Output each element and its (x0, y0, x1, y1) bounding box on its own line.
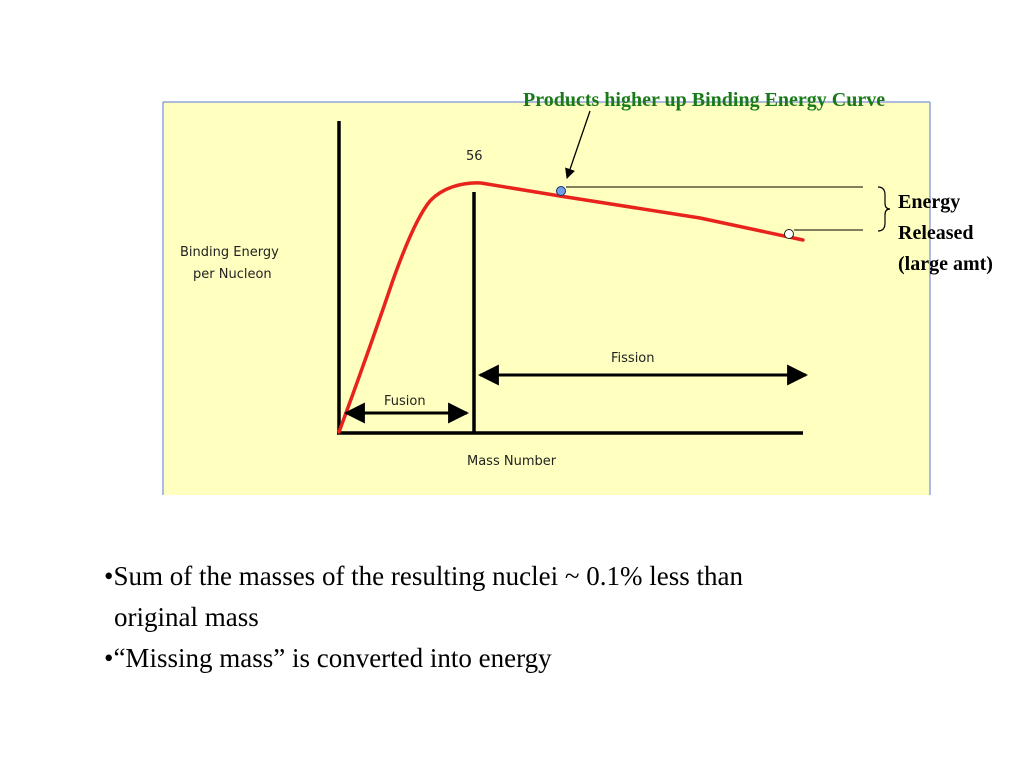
products-marker (556, 186, 566, 196)
bullet-text: “Missing mass” is converted into energy (113, 643, 552, 673)
bullet-continuation: original mass (104, 597, 964, 638)
binding-energy-diagram: Products higher up Binding Energy Curve … (162, 89, 993, 495)
fission-label: Fission (611, 351, 655, 366)
peak-label: 56 (466, 149, 483, 164)
fusion-label: Fusion (384, 394, 426, 409)
bullet-dot: • (104, 643, 114, 673)
bullet-text: original mass (114, 602, 259, 632)
bullet-dot: • (104, 561, 114, 591)
y-axis-label-line1: Binding Energy (180, 245, 279, 260)
x-axis-label: Mass Number (467, 454, 557, 469)
energy-brace (877, 186, 891, 232)
bullet-item: •“Missing mass” is converted into energy (104, 638, 964, 679)
y-axis-label-line2: per Nucleon (193, 267, 272, 282)
energy-label-line3: (large amt) (898, 253, 993, 275)
bullet-list: •Sum of the masses of the resulting nucl… (104, 556, 964, 679)
callout-arrow (565, 110, 591, 179)
bullet-text: Sum of the masses of the resulting nucle… (113, 561, 743, 591)
bullet-item: •Sum of the masses of the resulting nucl… (104, 556, 964, 597)
diagram-panel (163, 102, 930, 495)
energy-label-line1: Energy (898, 191, 960, 213)
original-nucleus-marker (784, 229, 794, 239)
callout-title: Products higher up Binding Energy Curve (523, 89, 885, 111)
binding-energy-curve (337, 181, 805, 434)
energy-label-line2: Released (898, 222, 974, 244)
